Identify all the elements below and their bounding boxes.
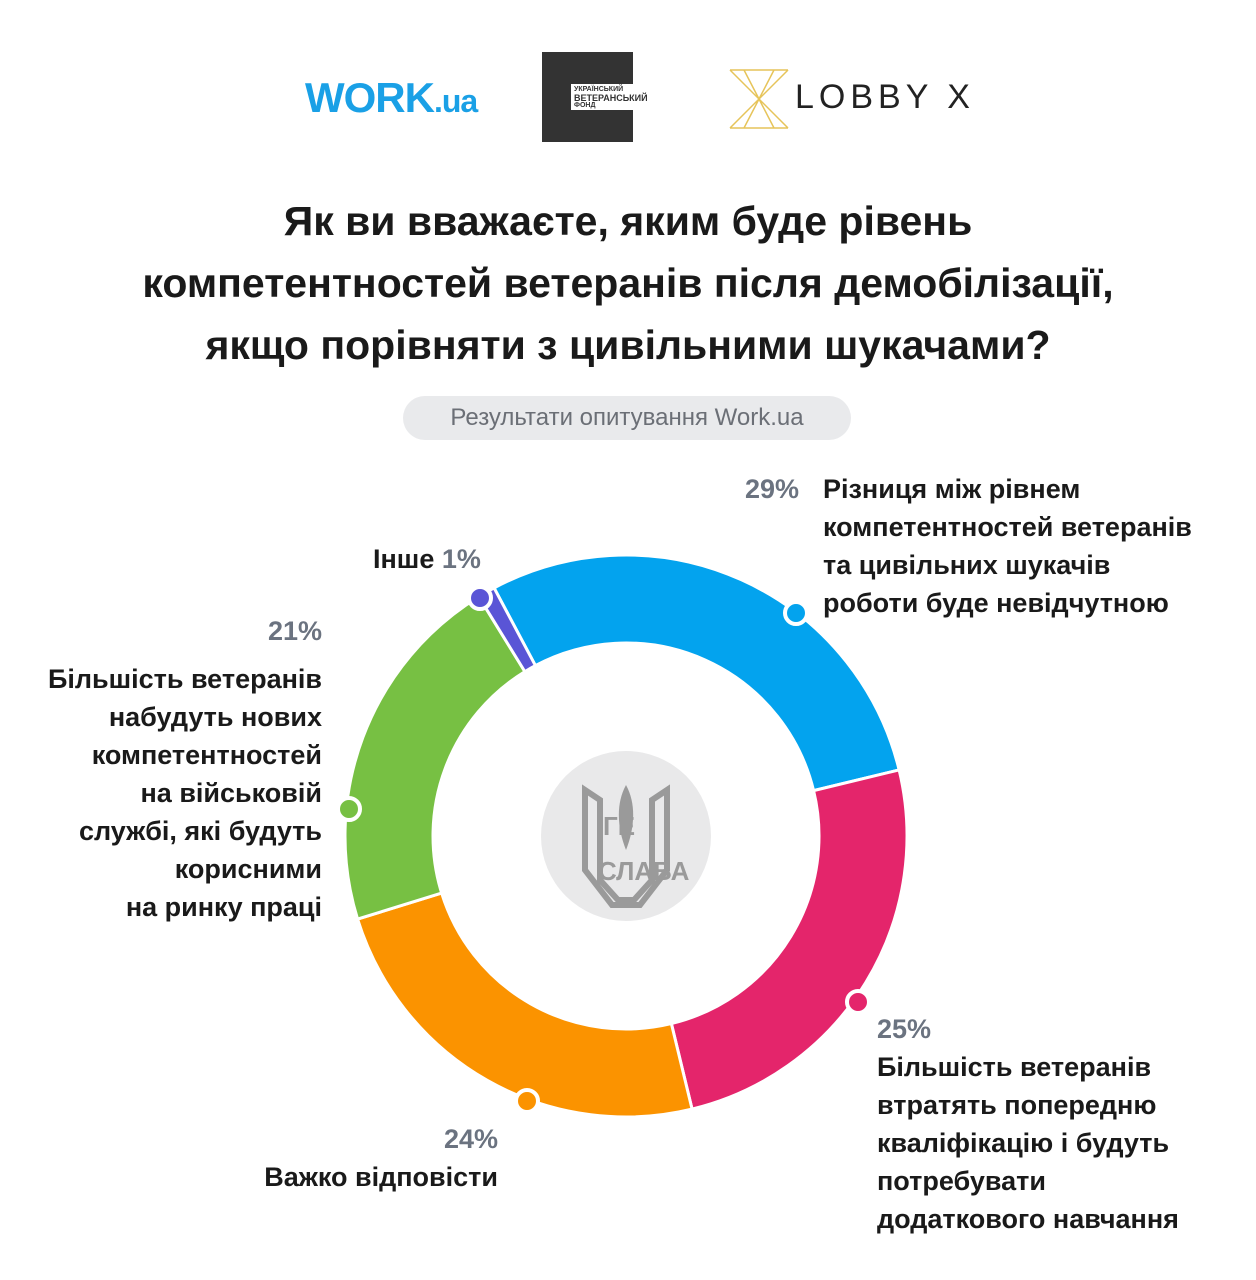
- svg-text:СЛАВА: СЛАВА: [598, 856, 690, 886]
- lobby-x-logo-icon: [729, 69, 789, 129]
- slice-marker-dot: [783, 600, 809, 626]
- slice-label-purple: Інше 1%: [373, 544, 481, 574]
- slice-value: 29%: [745, 474, 800, 504]
- slice-marker-dot: [845, 989, 871, 1015]
- donut-slice-green: [343, 594, 527, 921]
- svg-text:ГЕ: ГЕ: [603, 811, 635, 841]
- slice-value: 24%: [443, 1124, 498, 1154]
- veteran-fund-logo-text: УКРАЇНСЬКИЙ ВЕТЕРАНСЬКИЙ ФОНД: [571, 84, 666, 110]
- slice-marker-dot: [514, 1088, 540, 1114]
- chart-title: Як ви вважаєте, яким буде рівень компете…: [142, 198, 1114, 368]
- lobby-x-logo: LOBBY X: [795, 78, 975, 116]
- work-ua-logo: WORK.ua: [305, 74, 478, 121]
- donut-slice-pink: [669, 768, 909, 1111]
- slice-label-green: 21% Більшість ветеранів набудуть нових ком…: [0, 612, 322, 926]
- slice-value: 1%: [441, 544, 481, 574]
- slice-marker-dot: [336, 796, 362, 822]
- trident-emblem-icon: ГЕ СЛАВА: [582, 784, 690, 908]
- slice-label-pink: 25% Більшість ветеранів втратять попередн…: [877, 1010, 1247, 1238]
- slice-value: 25%: [877, 1014, 932, 1044]
- slice-value: 21%: [267, 616, 322, 646]
- subtitle-badge: Результати опитування Work.ua: [403, 396, 851, 440]
- slice-marker-dot: [467, 585, 493, 611]
- donut-slice-orange: [355, 891, 694, 1119]
- slice-label-orange: 24% Важко відповісти: [200, 1120, 498, 1196]
